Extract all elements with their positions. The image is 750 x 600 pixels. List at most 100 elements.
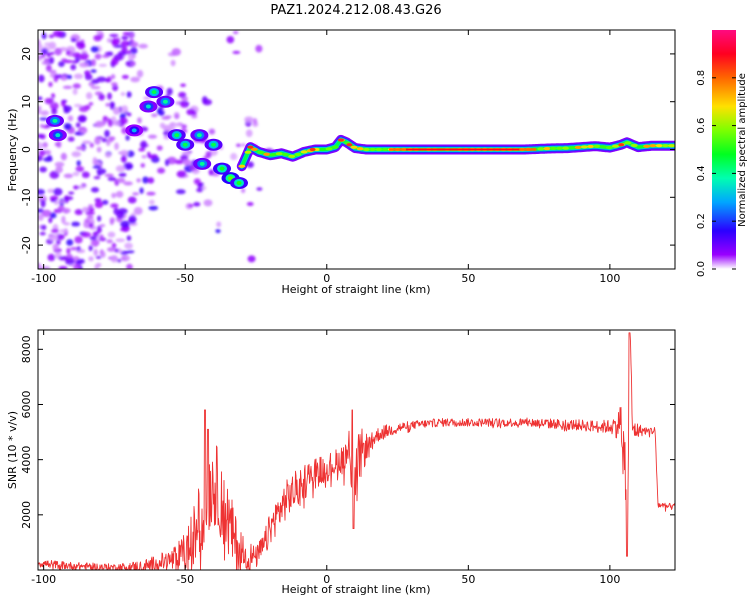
- heatmap-cell: [42, 141, 48, 148]
- heatmap-cell: [147, 134, 158, 139]
- heatmap-cell: [110, 38, 120, 45]
- heatmap-cell: [147, 155, 155, 159]
- heatmap-cell: [181, 124, 187, 129]
- heatmap-cell: [235, 143, 242, 148]
- heatmap-cell: [47, 188, 56, 194]
- heatmap-cell: [71, 221, 81, 227]
- heatmap-cell: [112, 106, 121, 115]
- heatmap-cell: [105, 102, 110, 107]
- heatmap-cell: [175, 189, 186, 195]
- snr-x-label: Height of straight line (km): [281, 583, 430, 596]
- heatmap-cell: [72, 83, 81, 89]
- heatmap-cell: [49, 212, 57, 219]
- heatmap-cell: [84, 70, 91, 77]
- heatmap-cell: [41, 266, 51, 269]
- heatmap-cell: [230, 152, 238, 161]
- heatmap-cell: [193, 178, 201, 185]
- heatmap-cell: [73, 73, 84, 80]
- heatmap-cell: [120, 149, 129, 157]
- heatmap-cell: [109, 219, 114, 225]
- heatmap-cell: [104, 78, 111, 83]
- heatmap-blob-core: [131, 128, 137, 133]
- heatmap-cell: [246, 202, 254, 207]
- heatmap-cell: [66, 247, 71, 255]
- heatmap-cell: [88, 101, 94, 106]
- heatmap-cell: [129, 41, 139, 48]
- heatmap-cell: [63, 222, 70, 226]
- heatmap-cell: [92, 231, 99, 237]
- heatmap-cell: [73, 103, 82, 108]
- heatmap-cell: [116, 177, 126, 183]
- heatmap-cell: [72, 88, 78, 95]
- heatmap-cell: [75, 146, 85, 151]
- ridge-hot-spot: [337, 138, 344, 142]
- snr-line: [38, 332, 675, 570]
- heatmap-cell: [136, 178, 141, 183]
- heatmap-cell: [188, 204, 194, 208]
- heatmap-cell: [241, 143, 246, 147]
- heatmap-cell: [174, 114, 180, 120]
- ridge-bead: [350, 145, 358, 149]
- heatmap-cell: [99, 234, 104, 239]
- heatmap-cell: [88, 222, 94, 228]
- heatmap-cell: [70, 37, 77, 43]
- heatmap-cell: [138, 43, 148, 49]
- snr-frame: [37, 329, 676, 571]
- spectrogram-x-label: Height of straight line (km): [281, 283, 430, 296]
- heatmap-cell: [126, 91, 132, 98]
- heatmap-cell: [108, 136, 116, 141]
- heatmap-cell: [44, 97, 54, 105]
- heatmap-cell: [110, 254, 119, 263]
- heatmap-cell: [102, 115, 108, 121]
- x-tick-label: -50: [176, 573, 194, 586]
- heatmap-cell: [107, 51, 114, 57]
- heatmap-cell: [91, 78, 100, 85]
- ridge-hot-spot: [247, 145, 254, 149]
- heatmap-cell: [161, 116, 171, 120]
- ridge-bead: [375, 147, 383, 152]
- heatmap-blob-core: [151, 90, 157, 95]
- heatmap-cell: [74, 208, 83, 216]
- heatmap-cell: [126, 250, 135, 254]
- heatmap-cell: [79, 129, 87, 134]
- heatmap-cell: [48, 41, 57, 50]
- heatmap-cell: [216, 221, 222, 228]
- heatmap-cell: [130, 46, 138, 55]
- heatmap-cell: [52, 243, 59, 251]
- colorbar-tick-label: 0.4: [696, 165, 707, 181]
- heatmap-cell: [128, 215, 137, 223]
- colorbar-tick-label: 0.6: [696, 118, 707, 134]
- spectrogram-y-label: Frequency (Hz): [6, 109, 19, 192]
- heatmap-cell: [124, 242, 133, 250]
- heatmap-cell: [131, 61, 136, 66]
- figure-title: PAZ1.2024.212.08.43.G26: [270, 3, 441, 18]
- heatmap-cell: [151, 113, 158, 118]
- heatmap-cell: [48, 69, 57, 74]
- heatmap-cell: [186, 108, 196, 116]
- heatmap-cell: [38, 96, 43, 101]
- heatmap-cell: [38, 149, 46, 157]
- heatmap-cell: [55, 166, 63, 174]
- heatmap-cell: [106, 141, 111, 146]
- heatmap-cell: [232, 50, 241, 55]
- heatmap-cell: [126, 50, 131, 55]
- ridge-bead: [288, 154, 296, 158]
- heatmap-cell: [94, 136, 101, 145]
- heatmap-cell: [41, 32, 47, 40]
- ridge-bead: [599, 145, 607, 149]
- heatmap-cell: [39, 117, 49, 121]
- heatmap-cell: [115, 190, 124, 198]
- heatmap-cell: [138, 147, 146, 152]
- heatmap-cell: [71, 52, 81, 58]
- heatmap-cell: [205, 151, 212, 159]
- snr-y-label: SNR (10 * v/v): [6, 411, 19, 489]
- heatmap-cell: [110, 203, 119, 209]
- heatmap-cell: [141, 155, 147, 159]
- heatmap-cell: [38, 74, 45, 83]
- heatmap-cell: [110, 74, 116, 80]
- ridge-bead: [325, 147, 333, 151]
- heatmap-cell: [133, 206, 143, 215]
- ridge-bead: [269, 153, 277, 157]
- heatmap-cell: [119, 117, 128, 125]
- heatmap-cell: [41, 60, 50, 65]
